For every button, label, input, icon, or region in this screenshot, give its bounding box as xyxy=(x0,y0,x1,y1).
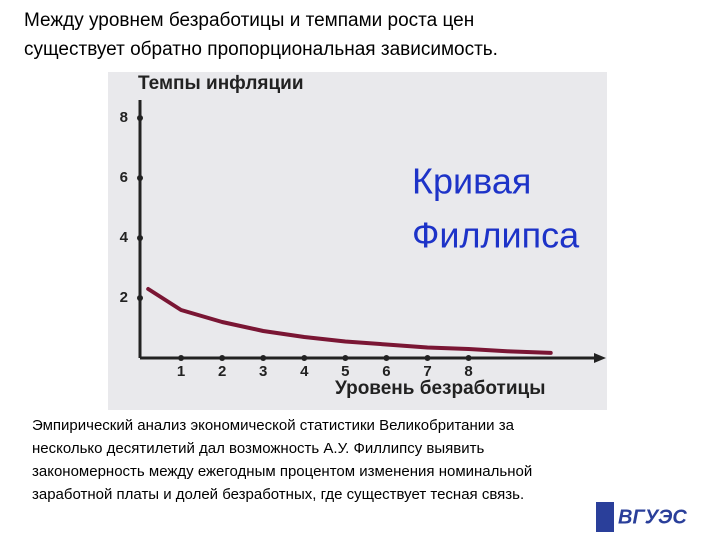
y-tick-label: 8 xyxy=(120,109,128,126)
x-axis-title: Уровень безработицы xyxy=(335,378,545,399)
tick-mark xyxy=(137,235,143,241)
caption-line: несколько десятилетий дал возможность А.… xyxy=(32,440,484,457)
y-tick-label: 6 xyxy=(120,169,128,186)
annotation: Филлипса xyxy=(412,215,580,256)
x-tick-label: 5 xyxy=(341,363,349,380)
x-tick-label: 1 xyxy=(177,363,185,380)
tick-mark xyxy=(342,355,349,361)
tick-mark xyxy=(424,355,431,361)
x-tick-label: 2 xyxy=(218,363,226,380)
logo-text: ВГУЭС xyxy=(618,506,687,528)
tick-mark xyxy=(301,355,308,361)
x-tick-label: 3 xyxy=(259,363,267,380)
tick-mark xyxy=(137,175,143,181)
caption-line: закономерность между ежегодным процентом… xyxy=(32,463,532,480)
curve xyxy=(146,287,553,355)
tick-mark xyxy=(260,355,267,361)
caption-line: заработной платы и долей безработных, гд… xyxy=(32,486,524,503)
x-tick-label: 8 xyxy=(464,363,472,380)
heading-line: Между уровнем безработицы и темпами рост… xyxy=(24,10,474,31)
tick-mark xyxy=(383,355,390,361)
annotation: Кривая xyxy=(412,161,531,202)
x-tick-label: 4 xyxy=(300,363,309,380)
x-tick-label: 6 xyxy=(382,363,390,380)
tick-mark xyxy=(465,355,472,361)
y-tick-label: 2 xyxy=(120,289,128,306)
tick-mark xyxy=(219,355,226,361)
caption-line: Эмпирический анализ экономической статис… xyxy=(32,417,515,434)
tick-mark xyxy=(137,295,143,301)
axis-arrow xyxy=(594,353,606,363)
y-tick-label: 4 xyxy=(120,229,129,246)
tick-mark xyxy=(137,115,143,121)
logo-emblem xyxy=(596,502,614,532)
tick-mark xyxy=(178,355,185,361)
x-tick-label: 7 xyxy=(423,363,431,380)
heading-line: существует обратно пропорциональная зави… xyxy=(24,39,498,60)
y-axis-title: Темпы инфляции xyxy=(138,73,304,94)
plot: 2 4 6 8 1 2 3 4 5 6 7 8 xyxy=(120,100,606,380)
